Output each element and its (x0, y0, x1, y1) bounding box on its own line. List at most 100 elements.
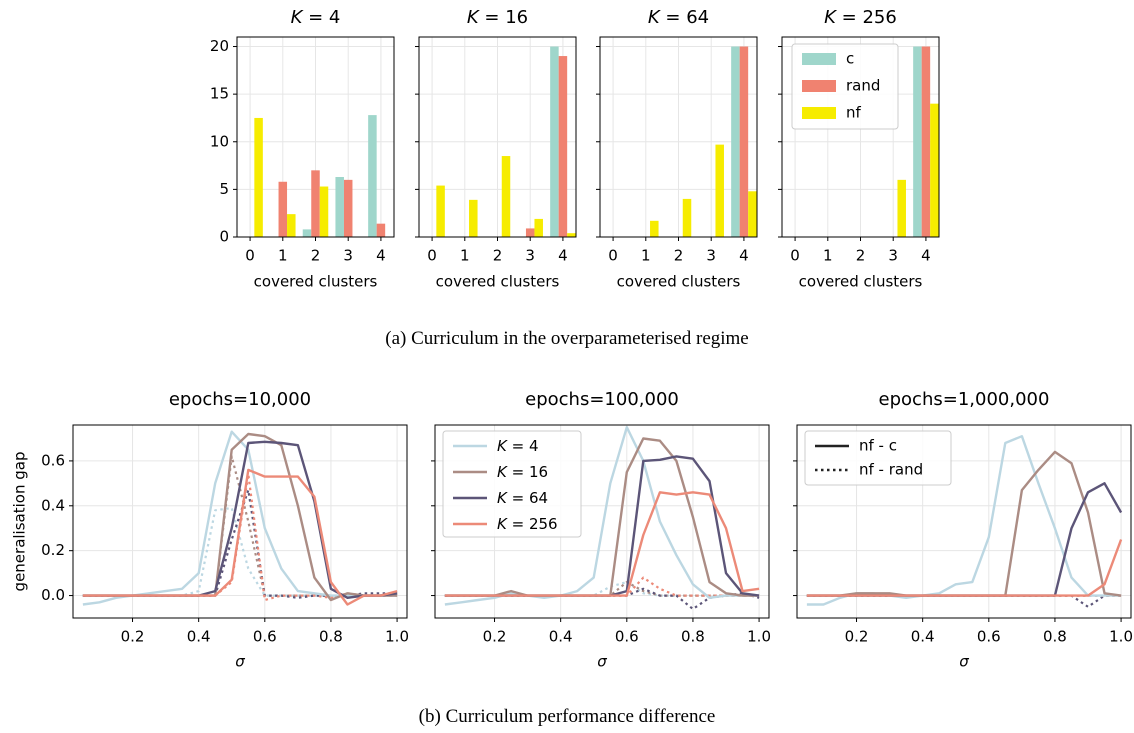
y-tick-label: 20 (210, 37, 229, 55)
series-line-K=256-solid (444, 491, 760, 597)
y-tick-label: 0.4 (41, 496, 65, 514)
bar-panel-4: 0 1 2 3 4 K = 256 covered clusters c rand nf (778, 7, 940, 291)
x-tick-label: 0.8 (1043, 628, 1067, 646)
x-tick-label: 0.8 (319, 628, 343, 646)
bar-nf (650, 220, 659, 237)
line-panel-1: 0.2 0.4 0.6 0.8 1.0 0.0 0.2 0.4 0.6 epochs=10,000… (11, 389, 410, 671)
series-line-K=256-dotted (444, 576, 760, 597)
bar-rand (525, 228, 535, 237)
x-axis-label: covered clusters (617, 273, 741, 291)
legend: K = 4 K = 16 K = 64 K = 256 (442, 430, 582, 538)
bar-rand (921, 46, 931, 238)
bar-c (731, 46, 740, 238)
x-tick-label: 0 (608, 247, 618, 265)
x-tick-label: 4 (376, 247, 386, 265)
bar-rand (311, 170, 320, 237)
panel-title: epochs=1,000,000 (879, 389, 1050, 410)
legend-label: nf - c (859, 437, 897, 455)
bar-c (368, 115, 377, 237)
y-axis-label: generalisation gap (11, 452, 29, 592)
y-tick-label: 0 (219, 228, 229, 246)
legend: c rand nf (791, 43, 899, 130)
x-tick-label: 0.4 (187, 628, 211, 646)
x-axis-label: covered clusters (254, 273, 378, 291)
y-tick-label: 10 (210, 132, 229, 150)
plot-frame (796, 424, 1132, 619)
series-line-K=64-dotted (806, 594, 1122, 608)
y-tick-label: 0.2 (41, 541, 65, 559)
x-tick-label: 0.2 (845, 628, 869, 646)
series-line-K=4-solid (444, 426, 760, 606)
x-tick-label: 4 (921, 247, 931, 265)
plot-frame (434, 424, 770, 619)
bar-c (335, 177, 344, 237)
panel-title: epochs=10,000 (169, 389, 311, 410)
legend-label: K = 16 (497, 463, 548, 481)
panel-title: K = 256 (824, 7, 897, 28)
legend-box (442, 430, 582, 538)
x-tick-label: 0.4 (911, 628, 935, 646)
x-tick-label: 3 (525, 247, 535, 265)
x-tick-label: 2 (493, 247, 503, 265)
legend-swatch-nf (802, 107, 836, 119)
bar-c (913, 46, 922, 238)
series-line-K=256-dotted (82, 473, 398, 602)
panel-title: K = 64 (648, 7, 709, 28)
x-tick-label: 0 (790, 247, 800, 265)
x-tick-label: 1 (641, 247, 651, 265)
legend-label: K = 4 (497, 437, 539, 455)
panel-title: epochs=100,000 (525, 389, 679, 410)
legend-label: K = 64 (497, 489, 548, 507)
x-tick-label: 0.6 (253, 628, 277, 646)
bar-rand (739, 46, 749, 238)
x-tick-label: 0 (427, 247, 437, 265)
x-tick-label: 0.2 (483, 628, 507, 646)
series-line-K=64-dotted (82, 489, 398, 599)
x-axis-label: σ (597, 653, 607, 671)
legend-label: K = 256 (497, 515, 558, 533)
legend-swatch-rand (802, 80, 836, 92)
line-panel-2: 0.2 0.4 0.6 0.8 1.0 epochs=100,000 σ K = 4 K = 1… (431, 389, 771, 671)
caption-a: (a) Curriculum in the overparameterised … (385, 328, 749, 349)
x-tick-label: 0 (245, 247, 255, 265)
plot-frame (72, 424, 408, 619)
bar-nf (715, 144, 724, 237)
bar-rand (343, 179, 353, 237)
series-line-K=4-dotted (444, 580, 760, 597)
x-tick-label: 1 (823, 247, 833, 265)
legend-swatch-c (802, 53, 836, 65)
x-tick-label: 1 (278, 247, 288, 265)
bar-c (550, 46, 559, 238)
legend-label: c (846, 50, 854, 68)
x-axis-label: covered clusters (799, 273, 923, 291)
bar-nf (534, 218, 543, 237)
x-tick-label: 2 (311, 247, 321, 265)
bar-rand (558, 56, 568, 237)
bar-nf (436, 185, 445, 237)
panel-title: K = 16 (467, 7, 528, 28)
panel-title: K = 4 (291, 7, 341, 28)
x-tick-label: 1 (460, 247, 470, 265)
bar-nf (319, 186, 329, 237)
bar-nf (469, 199, 478, 237)
x-tick-label: 1.0 (1109, 628, 1133, 646)
series-line-K=256-solid (82, 468, 398, 606)
bar-nf (930, 103, 939, 238)
series-line-K=256-solid (806, 539, 1123, 597)
x-tick-label: 0.2 (121, 628, 145, 646)
x-tick-label: 4 (739, 247, 749, 265)
x-tick-label: 3 (888, 247, 898, 265)
bar-panel-3: 0 1 2 3 4 K = 64 covered clusters (596, 7, 758, 291)
bar-nf (567, 233, 576, 237)
y-tick-label: 0.0 (41, 586, 65, 604)
bar-panel-1: 0 1 2 3 4 0 5 10 15 20 K = 4 covered clusters (210, 7, 395, 291)
x-axis-label: σ (959, 653, 969, 671)
legend-box (804, 430, 952, 486)
bar-nf (287, 214, 296, 237)
bar-c (302, 229, 312, 237)
y-tick-label: 15 (210, 85, 229, 103)
bar-nf (897, 179, 906, 237)
legend-label: nf - rand (859, 461, 923, 479)
x-axis-label: σ (235, 653, 245, 671)
bar-nf (254, 117, 263, 237)
